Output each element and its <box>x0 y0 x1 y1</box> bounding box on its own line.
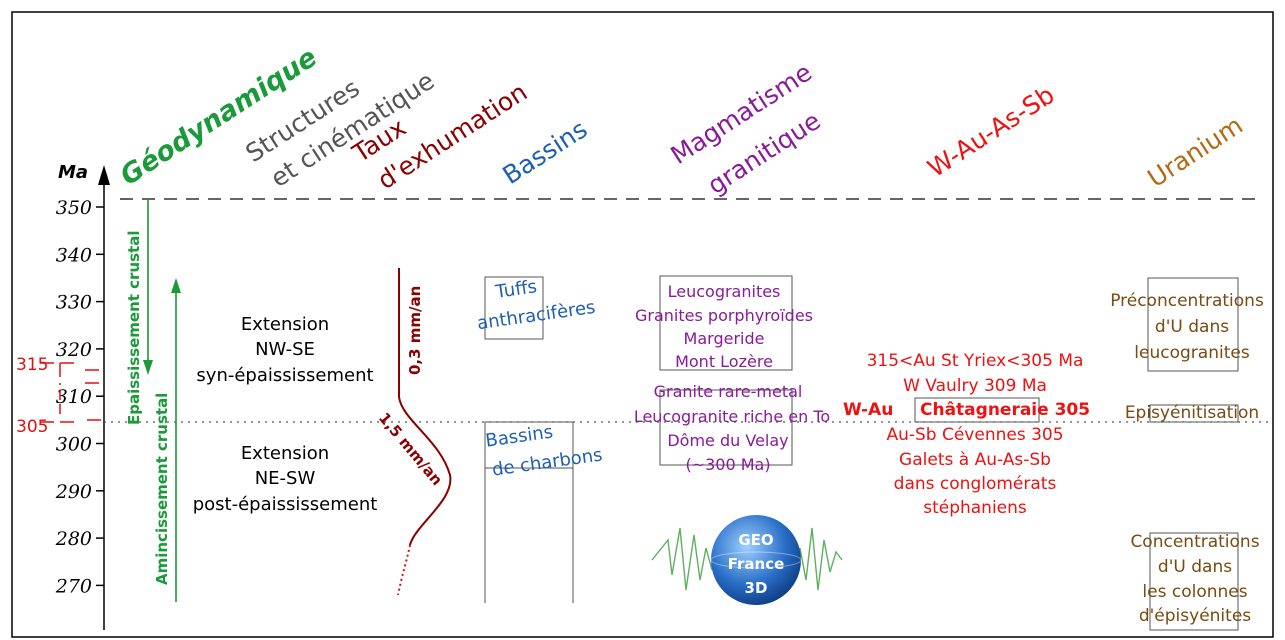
structures-phase2: Extension NE-SW post-épaississement <box>193 443 378 515</box>
amincissement-arrow-head <box>171 278 181 293</box>
y-tick-label-300: 300 <box>56 434 92 456</box>
wau-bold-prefix: W-Au <box>843 400 893 420</box>
wau-line2: W Vaulry 309 Ma <box>903 376 1047 396</box>
conc-line2: d'U dans <box>1158 557 1232 577</box>
y-tick-label-330: 330 <box>56 292 92 314</box>
epaississement-arrow-head <box>143 360 153 375</box>
preconc-line3: leucogranites <box>1134 343 1250 363</box>
logo-equator <box>710 551 802 569</box>
episyenitisation-label: Episyénitisation <box>1125 403 1259 423</box>
y-tick-label-350: 350 <box>56 197 92 219</box>
logo-waves <box>651 527 843 591</box>
tuffs-line2: anthracifères <box>476 297 597 334</box>
magma-group2-line4: (~300 Ma) <box>685 455 770 474</box>
magma-group2-line3: Dôme du Velay <box>667 431 788 450</box>
conc-line4: d'épisyénites <box>1139 606 1251 626</box>
logo-text-france: France <box>728 555 785 573</box>
y-tick-label-290: 290 <box>55 481 92 503</box>
logo-text-3d: 3D <box>745 579 768 597</box>
y-tick-label-320: 320 <box>56 339 92 361</box>
marker-315-label: 315 <box>16 355 48 375</box>
magma-group1-line4: Mont Lozère <box>675 352 773 371</box>
y-axis-unit: Ma <box>58 162 88 183</box>
structures-phase2-line3: post-épaississement <box>193 494 378 515</box>
charbons-line2: de charbons <box>491 444 604 480</box>
exhumation-curve-lower <box>398 396 452 546</box>
y-axis-ticks: 350 340 330 320 310 300 290 280 270 <box>55 197 104 597</box>
chataigneraie-box <box>914 397 1040 423</box>
structures-phase2-line1: Extension <box>241 443 329 464</box>
structures-phase1: Extension NW-SE syn-épaississement <box>196 314 373 386</box>
wau-line4: Galets à Au-As-Sb <box>899 450 1051 470</box>
structures-phase1-line3: syn-épaississement <box>196 365 373 386</box>
wau-line3: Au-Sb Cévennes 305 <box>886 425 1063 445</box>
tuffs-box <box>484 276 544 340</box>
structures-phase2-line2: NE-SW <box>255 468 316 489</box>
magma-group1-line1: Leucogranites <box>668 282 781 301</box>
magma-group2-box <box>659 389 793 466</box>
magma-group2-line2: Leucogranite riche en To <box>634 407 830 426</box>
magma-group1-line2: Granites porphyroïdes <box>635 306 813 325</box>
frame-border <box>11 11 1274 638</box>
preconc-line2: d'U dans <box>1155 317 1229 337</box>
header-bassins: Bassins <box>497 114 592 190</box>
preconc-box <box>1147 277 1239 372</box>
amincissement-label: Amincissement crustal <box>153 393 171 585</box>
wau-line6: stéphaniens <box>923 498 1027 518</box>
epaississement-label: Epaississement crustal <box>125 231 143 425</box>
wau-bold-boxed: Châtagneraie 305 <box>920 400 1090 420</box>
y-tick-label-340: 340 <box>56 244 92 266</box>
charbons-box <box>484 421 574 469</box>
structures-phase1-line2: NW-SE <box>255 339 315 360</box>
logo-text-geo: GEO <box>738 531 773 549</box>
marker-305-label: 305 <box>16 417 48 437</box>
y-axis-arrow <box>98 165 110 185</box>
tuffs-line1: Tuffs <box>493 276 538 303</box>
wau-line1: 315<Au St Yriex<305 Ma <box>867 351 1084 371</box>
exhumation-curve-dotted <box>397 544 411 596</box>
charbons-line1: Bassins <box>484 421 554 451</box>
structures-phase1-line1: Extension <box>241 314 329 335</box>
magma-group2-line1: Granite rare-metal <box>654 382 803 401</box>
y-tick-label-280: 280 <box>55 528 92 550</box>
logo-globe <box>711 515 801 605</box>
marker-brackets <box>40 362 104 423</box>
magma-group1-box <box>659 275 793 371</box>
geofrance3d-logo: GEO France 3D <box>651 515 843 605</box>
conc-box <box>1149 532 1239 631</box>
conc-line1: Concentrations <box>1130 532 1259 552</box>
header-wauassb: W-Au-As-Sb <box>922 80 1059 183</box>
conc-line3: les colonnes <box>1142 582 1247 602</box>
header-uranium: Uranium <box>1142 110 1247 193</box>
wau-line5: dans conglomérats <box>894 474 1057 494</box>
exhumation-rate1: 0,3 mm/an <box>406 286 424 375</box>
y-tick-label-310: 310 <box>56 386 92 408</box>
preconc-line1: Préconcentrations <box>1110 291 1264 311</box>
episyenitisation-box <box>1149 404 1239 423</box>
y-tick-label-270: 270 <box>55 575 92 597</box>
magma-group1-line3: Margeride <box>684 329 765 348</box>
